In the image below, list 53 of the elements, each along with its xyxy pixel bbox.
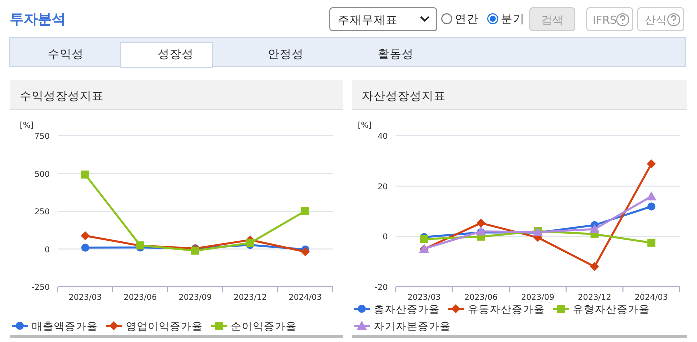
y-tick-label: -20	[374, 283, 388, 292]
text: 검색	[542, 14, 564, 27]
x-tick-label: 2023/09	[521, 293, 555, 302]
text: 안정성	[268, 47, 304, 61]
point	[646, 192, 657, 201]
point	[648, 202, 656, 211]
y-tick-label: 750	[34, 132, 50, 141]
text: 성장성	[158, 47, 194, 61]
y-tick-label: 0	[382, 232, 388, 242]
text: 주재무제표	[338, 13, 398, 27]
y-tick-label: -250	[32, 283, 50, 292]
legend-label: 매출액증가율	[32, 321, 98, 333]
legend-label: 유동자산증가율	[468, 304, 545, 316]
point	[301, 247, 310, 256]
x-tick-label: 2024/03	[288, 293, 322, 302]
x-tick-label: 2023/09	[178, 293, 212, 302]
point	[81, 231, 90, 240]
text: 활동성	[378, 47, 414, 61]
x-tick-label: 2023/03	[408, 293, 442, 302]
legend-label: 유형자산증가율	[573, 304, 650, 316]
x-tick-label: 2023/06	[124, 293, 158, 302]
y-axis-title: [%]	[20, 121, 34, 130]
legend-label: 영업이익증가율	[126, 321, 203, 333]
point	[648, 238, 656, 247]
text: 투자분석	[10, 12, 66, 28]
point	[302, 207, 310, 216]
x-tick-label: 2024/03	[634, 293, 668, 302]
x-tick-label: 2023/12	[234, 293, 268, 302]
text: 산식	[645, 14, 667, 27]
text: IFRS	[592, 14, 618, 27]
point	[82, 170, 90, 179]
point	[590, 262, 600, 272]
legend-label: 순이익증가율	[231, 321, 297, 333]
y-tick-label: 20	[378, 182, 388, 192]
y-tick-label: 40	[378, 132, 388, 141]
legend-label: 자기자본증가율	[374, 321, 451, 333]
x-tick-label: 2023/06	[464, 293, 498, 302]
point	[476, 218, 486, 228]
point	[82, 244, 90, 252]
y-tick-label: 500	[34, 170, 50, 179]
text: 분기	[501, 12, 525, 26]
x-tick-label: 2023/03	[68, 293, 102, 302]
chart-title: 수익성장성지표	[20, 89, 104, 103]
chart-title: 자산성장성지표	[362, 89, 446, 103]
y-tick-label: 250	[34, 208, 50, 216]
point	[590, 224, 600, 234]
legend-label: 총자산증가율	[374, 304, 440, 316]
y-tick-label: 0	[44, 245, 50, 254]
text: 연간	[455, 12, 479, 26]
x-tick-label: 2023/12	[578, 293, 612, 302]
text: 수익성	[48, 47, 84, 61]
point	[647, 160, 656, 169]
y-axis-title: [%]	[358, 121, 372, 130]
